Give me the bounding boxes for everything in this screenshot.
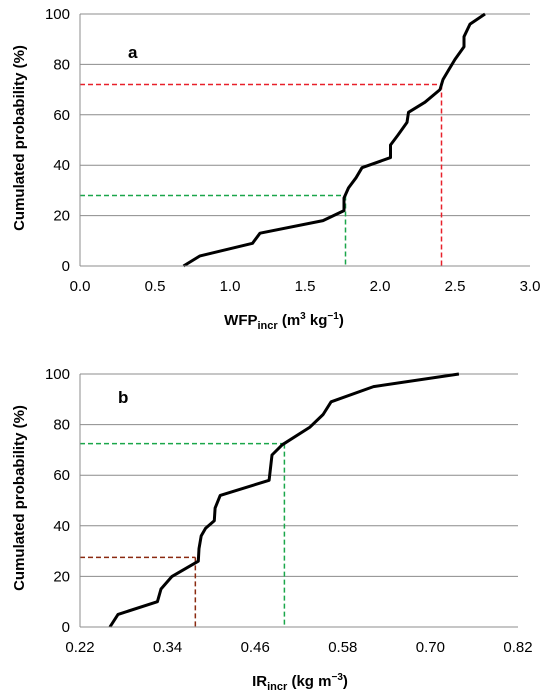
- x-tick-label-a: 2.0: [370, 278, 391, 295]
- x-tick-label-b: 0.82: [503, 639, 532, 656]
- axes-a: [79, 14, 530, 267]
- x-tick-label-b: 0.46: [241, 639, 270, 656]
- y-tick-label-a: 60: [53, 107, 70, 124]
- y-tick-label-a: 100: [45, 6, 70, 23]
- y-tick-label-a: 0: [62, 258, 70, 275]
- y-tick-label-b: 20: [53, 568, 70, 585]
- y-tick-labels-b: 0 20 40 60 80 100: [45, 366, 70, 636]
- x-tick-labels-a: 0.0 0.5 1.0 1.5 2.0 2.5 3.0: [70, 278, 541, 295]
- y-axis-label-b: Cumulated probability (%): [11, 405, 28, 591]
- y-tick-labels-a: 0 20 40 60 80 100: [45, 6, 70, 275]
- grid-lines-a: [80, 13, 530, 217]
- guide-lines-a: [80, 83, 443, 266]
- x-axis-label-b: IRincr (kg m−3): [252, 672, 348, 693]
- y-tick-label-b: 80: [53, 417, 70, 434]
- x-tick-label-a: 0.0: [70, 278, 91, 295]
- series-a: [182, 12, 486, 268]
- axes-b: [79, 374, 518, 628]
- x-tick-label-a: 1.5: [295, 278, 316, 295]
- series-b: [108, 372, 460, 628]
- y-tick-label-b: 100: [45, 366, 70, 383]
- y-tick-label-a: 80: [53, 56, 70, 73]
- x-tick-label-a: 2.5: [445, 278, 466, 295]
- x-axis-label-a: WFPincr (m3 kg−1): [224, 311, 344, 332]
- panel-label-a: a: [128, 43, 138, 62]
- x-tick-label-a: 3.0: [520, 278, 541, 295]
- chart-panel-a: 0 20 40 60 80 100 0.0 0.5 1.0 1.5 2.0 2.5 3.0 a Cum…: [11, 6, 540, 332]
- y-tick-label-a: 40: [53, 157, 70, 174]
- y-tick-label-a: 20: [53, 208, 70, 225]
- series-line-a-0: [182, 12, 486, 268]
- x-tick-labels-b: 0.22 0.34 0.46 0.58 0.70 0.82: [65, 639, 532, 656]
- x-tick-label-a: 1.0: [220, 278, 241, 295]
- x-tick-label-a: 0.5: [145, 278, 166, 295]
- series-line-b-0: [108, 372, 460, 628]
- panel-label-b: b: [118, 388, 128, 407]
- x-tick-label-b: 0.70: [416, 639, 445, 656]
- x-tick-label-b: 0.34: [153, 639, 182, 656]
- y-axis-label-a: Cumulated probability (%): [11, 45, 28, 231]
- x-tick-label-b: 0.58: [328, 639, 357, 656]
- guide-lines-b: [80, 442, 286, 627]
- x-tick-label-b: 0.22: [65, 639, 94, 656]
- y-tick-label-b: 40: [53, 518, 70, 535]
- y-tick-label-b: 60: [53, 467, 70, 484]
- grid-lines-b: [80, 373, 518, 577]
- y-tick-label-b: 0: [62, 619, 70, 636]
